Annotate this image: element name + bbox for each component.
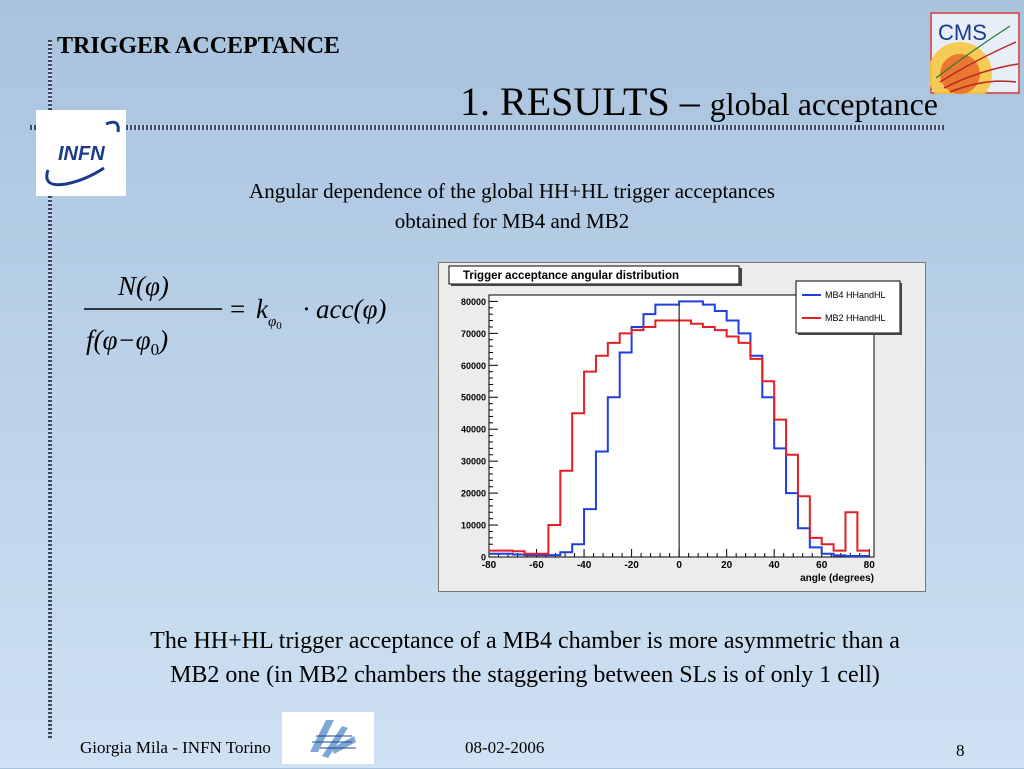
conclusion-line-2: MB2 one (in MB2 chambers the staggering … [170,662,880,688]
chart-title: Trigger acceptance angular distribution [463,270,679,282]
x-tick-label: 20 [721,560,733,571]
subtitle-line-1: Angular dependence of the global HH+HL t… [249,179,775,203]
acceptance-histogram: Trigger acceptance angular distribution … [438,262,926,592]
x-tick-label: -20 [624,560,639,571]
slide-title-main: 1. RESULTS – [460,79,700,124]
y-tick-label: 30000 [461,457,486,467]
slide-title: 1. RESULTS – global acceptance [460,78,938,125]
x-tick-label: 60 [816,560,828,571]
x-axis-label: angle (degrees) [800,573,874,584]
series-line-mb4 [489,300,870,558]
cms-logo: CMS [928,12,1020,106]
formula-k-sub: φ [268,314,276,330]
series-line-mb2 [489,319,870,555]
y-tick-label: 0 [481,553,486,563]
slide-title-sub: global acceptance [709,86,938,122]
histogram-svg: Trigger acceptance angular distribution … [439,263,925,591]
formula-numerator: N(φ) [117,271,169,301]
acceptance-formula: N(φ) f(φ−φ0) = kφ0 · acc(φ) [80,265,420,365]
vertical-dotted-rule [48,40,52,740]
x-tick-label: -80 [482,560,497,571]
y-tick-label: 40000 [461,425,486,435]
formula-dot: · [302,294,311,324]
y-tick-label: 50000 [461,393,486,403]
chart-axes: -80 -60 -40 -20 0 20 40 60 80 0 10000 20000 30000 400… [461,297,875,571]
cms-logo-text: CMS [938,20,987,45]
chart-title-box: Trigger acceptance angular distribution [448,265,742,286]
page-number: 8 [956,741,965,760]
x-tick-label: -40 [577,560,592,571]
infn-torino-logo [282,712,374,764]
infn-logo: INFN [36,110,126,196]
formula-k-sub-sub: 0 [276,320,282,332]
formula-equals: = [230,294,245,324]
chart-legend: MB4 HHandHL MB2 HHandHL [795,280,902,335]
formula-rhs: acc(φ) [316,294,386,324]
y-tick-label: 20000 [461,489,486,499]
svg-text:kφ0: kφ0 [256,294,282,332]
conclusion-line-1: The HH+HL trigger acceptance of a MB4 ch… [150,628,900,654]
conclusion-text: The HH+HL trigger acceptance of a MB4 ch… [30,624,1020,692]
infn-logo-text: INFN [58,143,105,165]
x-tick-label: 0 [676,560,682,571]
x-tick-label: 40 [769,560,781,571]
legend-label-mb4: MB4 HHandHL [825,290,886,300]
footer-date: 08-02-2006 [465,738,545,757]
y-tick-label: 80000 [461,297,486,307]
horizontal-dotted-rule [30,125,944,130]
legend-label-mb2: MB2 HHandHL [825,313,886,323]
section-title: TRIGGER ACCEPTANCE [57,33,340,59]
formula-denominator-close: ) [157,325,168,355]
formula-k: k [256,294,269,324]
y-tick-label: 10000 [461,521,486,531]
y-tick-label: 60000 [461,361,486,371]
formula-denominator-f: f [86,325,97,355]
footer-author: Giorgia Mila - INFN Torino [80,738,271,757]
x-tick-label: -60 [529,560,544,571]
subtitle-line-2: obtained for MB4 and MB2 [394,209,630,233]
x-tick-label: 80 [864,560,876,571]
slide-subtitle: Angular dependence of the global HH+HL t… [150,176,874,236]
y-tick-label: 70000 [461,329,486,339]
formula-denominator-args: (φ−φ [94,325,151,355]
svg-text:f(φ−φ0): f(φ−φ0) [86,325,168,359]
formula-denominator-sub: 0 [151,340,160,359]
chart-series [489,300,870,558]
